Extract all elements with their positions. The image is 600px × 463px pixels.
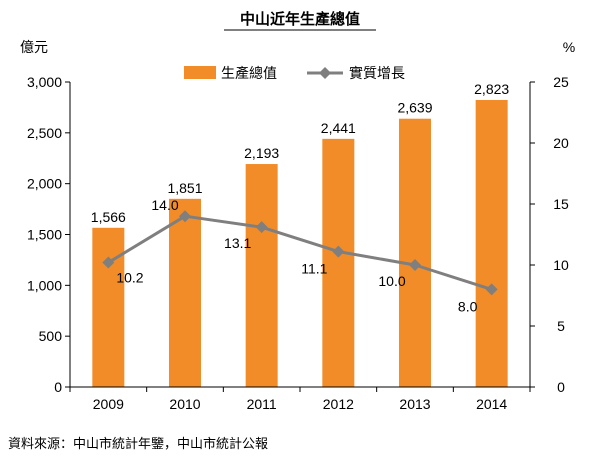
left-tick-label: 3,000 — [27, 74, 62, 90]
x-tick-label: 2012 — [323, 396, 354, 412]
x-tick-label: 2009 — [93, 396, 124, 412]
legend-bar-swatch — [184, 66, 216, 79]
bar-2013 — [399, 118, 431, 388]
bar-2011 — [245, 164, 278, 387]
growth-value-label-2012: 11.1 — [301, 261, 327, 277]
right-tick-label: 20 — [553, 135, 569, 151]
left-axis-unit: 億元 — [20, 39, 48, 55]
legend: 生產總值 實質增長 — [184, 65, 405, 81]
growth-value-label-2014: 8.0 — [458, 298, 478, 314]
right-axis-unit: % — [563, 39, 575, 55]
source-note: 資料來源：中山市統計年鑒，中山市統計公報 — [8, 436, 268, 451]
bar-2010 — [169, 198, 201, 387]
bar-value-label-2014: 2,823 — [474, 81, 509, 97]
left-tick-label: 2,500 — [27, 125, 62, 141]
growth-point-2013 — [409, 259, 421, 271]
right-tick-label: 10 — [553, 257, 569, 273]
legend-line-label: 實質增長 — [349, 65, 405, 81]
bar-value-label-2012: 2,441 — [321, 120, 356, 136]
chart-title: 中山近年生產總值 — [240, 10, 360, 28]
left-tick-label: 1,500 — [27, 227, 62, 243]
x-tick-label: 2010 — [169, 396, 200, 412]
right-tick-label: 5 — [557, 318, 565, 334]
growth-value-label-2011: 13.1 — [224, 235, 251, 251]
growth-value-label-2009: 10.2 — [116, 270, 143, 286]
bar-value-label-2009: 1,566 — [91, 209, 126, 225]
growth-line — [107, 214, 493, 291]
growth-point-2009 — [102, 256, 115, 269]
bar-2009 — [92, 227, 125, 387]
x-tick-label: 2011 — [247, 396, 277, 412]
x-tick-label: 2013 — [399, 396, 430, 412]
bar-value-label-2011: 2,193 — [244, 145, 279, 161]
growth-point-2012 — [332, 245, 345, 258]
bar-value-label-2013: 2,639 — [397, 100, 432, 116]
growth-point-2011 — [255, 221, 268, 234]
legend-bar-label: 生產總值 — [221, 65, 277, 81]
right-tick-label: 15 — [553, 196, 569, 212]
left-tick-label: 0 — [54, 379, 62, 395]
bar-2012 — [322, 138, 355, 387]
bar-value-label-2010: 1,851 — [167, 180, 202, 196]
right-tick-label: 0 — [557, 379, 565, 395]
x-tick-label: 2014 — [476, 396, 507, 412]
growth-value-label-2013: 10.0 — [378, 273, 405, 289]
growth-point-2010 — [179, 210, 191, 223]
growth-value-label-2010: 14.0 — [151, 197, 178, 213]
right-tick-label: 25 — [553, 74, 569, 90]
growth-point-2014 — [485, 283, 498, 296]
legend-line-marker — [319, 67, 331, 79]
left-tick-label: 500 — [39, 328, 63, 344]
left-tick-label: 1,000 — [27, 277, 62, 293]
bar-2014 — [475, 99, 508, 388]
left-tick-label: 2,000 — [27, 176, 62, 192]
